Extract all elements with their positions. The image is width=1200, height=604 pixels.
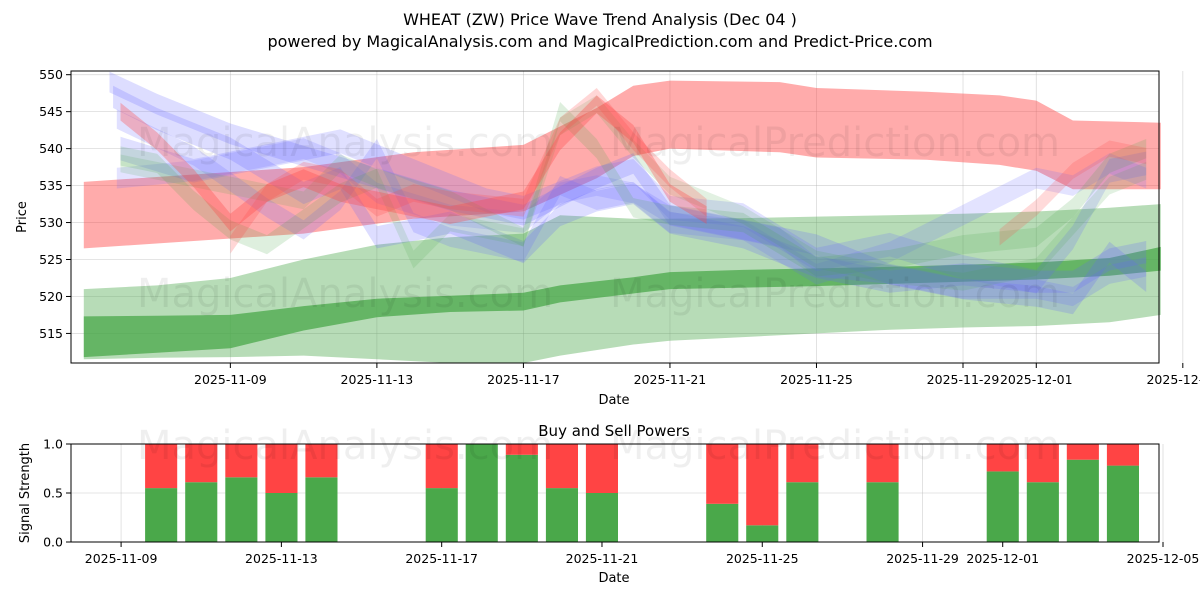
signal-x-tick-label: 2025-12-01 bbox=[966, 551, 1039, 566]
price-y-axis-title: Price bbox=[15, 201, 30, 233]
sell-bar bbox=[265, 444, 298, 493]
price-y-tick-label: 545 bbox=[39, 104, 63, 119]
price-wave-wave-blue-4 bbox=[120, 129, 1147, 294]
buy-bar bbox=[585, 493, 618, 542]
buy-bar bbox=[866, 482, 899, 542]
price-axis-ticks: 2025-11-09 2025-11-13 2025-11-17 2025-11-21… bbox=[39, 67, 1200, 387]
price-y-tick-label: 525 bbox=[39, 252, 63, 267]
sell-bar bbox=[1066, 444, 1099, 460]
price-y-tick-label: 535 bbox=[39, 178, 63, 193]
chart-title: WHEAT (ZW) Price Wave Trend Analysis (De… bbox=[403, 10, 797, 29]
sell-bar bbox=[786, 444, 819, 483]
buy-bar bbox=[145, 488, 178, 542]
price-x-tick-label: 2025-11-13 bbox=[341, 372, 414, 387]
sell-bar bbox=[185, 444, 218, 483]
buy-bar bbox=[1026, 482, 1059, 542]
watermark-bottom-right: MagicalPrediction.com bbox=[610, 423, 1060, 469]
sell-bar bbox=[706, 444, 739, 504]
sell-bar bbox=[505, 444, 538, 455]
price-x-tick-label: 2025-12-05 bbox=[1146, 372, 1200, 387]
price-band-green-band-core bbox=[83, 246, 1161, 358]
signal-y-tick-label: 1.0 bbox=[43, 437, 63, 452]
buy-bar bbox=[425, 488, 458, 542]
signal-x-tick-label: 2025-11-09 bbox=[85, 551, 158, 566]
buy-bar bbox=[185, 482, 218, 542]
price-x-tick-label: 2025-12-01 bbox=[1000, 372, 1073, 387]
price-x-axis-title: Date bbox=[598, 393, 629, 408]
price-y-tick-label: 515 bbox=[39, 326, 63, 341]
signal-y-tick-label: 0.5 bbox=[43, 486, 63, 501]
price-wave-wave-orange-1 bbox=[230, 88, 707, 254]
price-x-tick-label: 2025-11-21 bbox=[634, 372, 707, 387]
sell-bar bbox=[585, 444, 618, 493]
sell-bar bbox=[1026, 444, 1059, 483]
buy-bar bbox=[746, 525, 779, 542]
signal-chart-title: Buy and Sell Powers bbox=[538, 422, 690, 440]
buy-bar bbox=[505, 454, 538, 542]
sell-bar bbox=[425, 444, 458, 489]
sell-bar bbox=[746, 444, 779, 526]
buy-bar bbox=[1106, 465, 1139, 542]
price-wave-wave-blue-2 bbox=[113, 85, 1147, 293]
price-x-tick-label: 2025-11-17 bbox=[487, 372, 560, 387]
signal-x-tick-label: 2025-11-25 bbox=[726, 551, 799, 566]
watermark-bottom-left: MagicalAnalysis.com bbox=[137, 423, 553, 469]
buy-bar bbox=[1066, 459, 1099, 542]
buy-bar bbox=[706, 503, 739, 542]
sell-bar bbox=[305, 444, 338, 478]
watermark-top-left: MagicalAnalysis.com bbox=[137, 120, 553, 166]
price-wave-wave-magenta-1 bbox=[999, 140, 1147, 246]
buy-bar bbox=[786, 482, 819, 542]
price-x-tick-label: 2025-11-29 bbox=[927, 372, 1000, 387]
price-wave-wave-blue-5 bbox=[116, 138, 1147, 285]
price-y-tick-label: 550 bbox=[39, 67, 63, 82]
signal-x-tick-label: 2025-11-17 bbox=[405, 551, 478, 566]
sell-bar bbox=[225, 444, 258, 478]
signal-bars bbox=[145, 444, 1139, 542]
signal-x-axis-title: Date bbox=[598, 571, 629, 586]
price-wave-wave-blue-3 bbox=[116, 109, 1147, 307]
signal-x-tick-label: 2025-12-05 bbox=[1127, 551, 1200, 566]
signal-x-tick-label: 2025-11-21 bbox=[566, 551, 639, 566]
sell-bar bbox=[866, 444, 899, 483]
signal-x-tick-label: 2025-11-13 bbox=[245, 551, 318, 566]
signal-y-axis-title: Signal Strength bbox=[18, 443, 33, 543]
price-wave-wave-blue-1 bbox=[109, 71, 1147, 315]
chart-subtitle: powered by MagicalAnalysis.com and Magic… bbox=[267, 32, 932, 51]
price-plot-frame bbox=[70, 70, 1160, 364]
sell-bar bbox=[1106, 444, 1139, 466]
price-y-tick-label: 520 bbox=[39, 289, 63, 304]
price-bands bbox=[83, 80, 1161, 363]
sell-bar bbox=[986, 444, 1019, 472]
price-y-tick-label: 540 bbox=[39, 141, 63, 156]
buy-bar bbox=[265, 493, 298, 542]
buy-bar bbox=[986, 471, 1019, 542]
signal-chart-panel: Buy and Sell Powers MagicalAnalysis.com … bbox=[18, 422, 1199, 586]
price-band-red-band bbox=[83, 80, 1161, 249]
price-grid bbox=[71, 71, 1184, 363]
buy-bar bbox=[465, 444, 498, 542]
price-x-tick-label: 2025-11-09 bbox=[194, 372, 267, 387]
price-chart-panel: MagicalAnalysis.com MagicalPrediction.co… bbox=[15, 67, 1200, 408]
price-waves bbox=[109, 71, 1147, 315]
price-x-tick-label: 2025-11-25 bbox=[780, 372, 853, 387]
buy-bar bbox=[305, 477, 338, 542]
sell-bar bbox=[545, 444, 578, 489]
buy-bar bbox=[545, 488, 578, 542]
watermark-mid-right: MagicalPrediction.com bbox=[610, 271, 1060, 317]
price-y-tick-label: 530 bbox=[39, 215, 63, 230]
signal-y-tick-label: 0.0 bbox=[43, 535, 63, 550]
buy-bar bbox=[225, 477, 258, 542]
signal-x-tick-label: 2025-11-29 bbox=[886, 551, 959, 566]
price-wave-wave-red-1 bbox=[120, 95, 707, 232]
watermark-top-right: MagicalPrediction.com bbox=[610, 120, 1060, 166]
watermark-mid-left: MagicalAnalysis.com bbox=[137, 271, 553, 317]
signal-axis-ticks: 2025-11-09 2025-11-13 2025-11-17 2025-11-21… bbox=[43, 437, 1199, 567]
sell-bar bbox=[145, 444, 178, 489]
